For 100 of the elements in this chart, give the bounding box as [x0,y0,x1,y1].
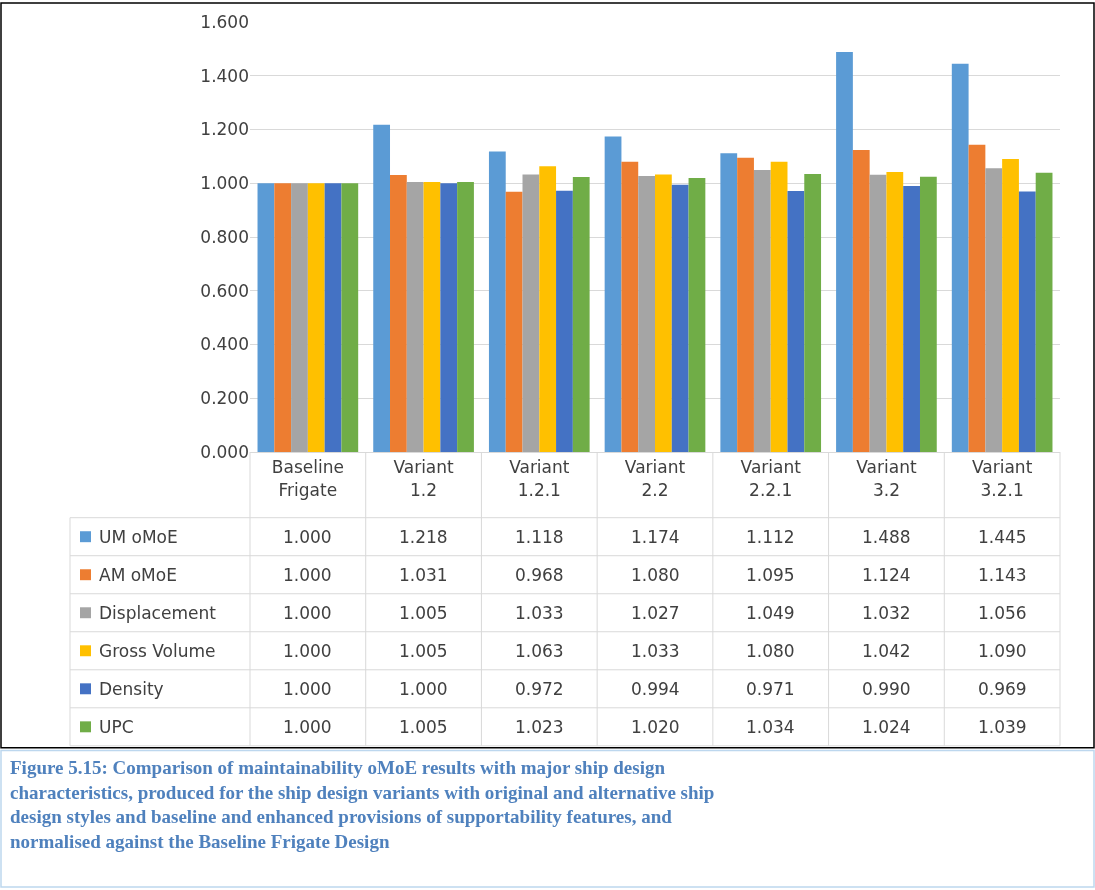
data-label: 1.005 [399,641,448,661]
bar [869,174,887,452]
bar [1035,172,1053,452]
data-label: 0.971 [746,679,795,699]
x-tick-label: Variant 2.2.1 [740,457,802,500]
data-label: 1.056 [978,603,1027,623]
data-label: 1.174 [631,527,680,547]
legend-label: AM oMoE [99,565,177,585]
legend-label: Density [99,679,164,699]
data-label: 1.000 [283,679,332,699]
data-label: 1.033 [631,641,680,661]
legend-label: UM oMoE [99,527,178,547]
y-tick-label: 0.000 [200,441,249,462]
bar [951,63,969,452]
bar [621,161,639,452]
bar [836,52,853,452]
bar [737,157,754,452]
data-label: 1.034 [746,717,795,737]
y-tick-label: 0.200 [200,388,249,409]
data-label: 1.095 [746,565,795,585]
data-label: 1.000 [283,565,332,585]
bar [655,174,672,452]
bar [968,144,986,452]
data-label: 1.488 [862,527,911,547]
bar [539,166,557,452]
x-tick-label: Variant 1.2.1 [509,457,570,500]
data-label: 0.990 [862,679,911,699]
data-label: 1.000 [283,527,332,547]
data-label: 1.218 [399,527,448,547]
y-tick-label: 0.400 [200,334,249,355]
data-label: 1.031 [399,565,448,585]
data-label: 0.969 [978,679,1027,699]
data-label: 1.080 [631,565,680,585]
bar [457,181,474,452]
bar [688,177,706,452]
bar [307,183,325,452]
bar [522,174,540,452]
legend-label: UPC [99,717,134,737]
y-tick-label: 1.400 [200,65,249,86]
bar [886,171,904,452]
bar [903,185,920,452]
bar [274,183,292,452]
data-label: 1.000 [399,679,448,699]
data-label: 1.039 [978,717,1027,737]
data-label: 1.027 [631,603,680,623]
data-label: 1.000 [283,603,332,623]
x-tick-label: Variant 3.2.1 [971,457,1033,500]
data-label: 1.000 [283,717,332,737]
bar [440,183,458,452]
y-tick-label: 0.800 [200,226,249,247]
legend-label: Gross Volume [99,641,216,661]
data-label: 1.049 [746,603,795,623]
data-label: 0.994 [631,679,680,699]
data-label: 1.090 [978,641,1027,661]
bar [1018,191,1036,452]
bar [556,190,573,452]
bar [390,174,407,452]
data-label: 1.143 [978,565,1027,585]
bar [671,184,689,452]
y-tick-label: 0.600 [200,280,249,301]
y-tick-label: 1.200 [200,119,249,140]
data-label: 1.042 [862,641,911,661]
caption: Figure 5.15: Comparison of maintainability oMoE results with major ship design characteristics, produced for the ship design variants with original and alternative ship design styles and baseline and enhanced provisions of supportability features, and normalised against the Baseline Frigate Design [10,757,715,853]
bar [324,183,342,452]
data-label: 1.005 [399,603,448,623]
bar [423,181,441,452]
bar [341,183,359,452]
legend-label: Displacement [99,603,217,623]
data-label: 1.005 [399,717,448,737]
bar [505,191,523,452]
bar [291,183,308,452]
data-label: 1.118 [515,527,564,547]
x-tick-label: Variant 2.2 [624,457,686,500]
data-label: 0.968 [515,565,564,585]
bar [572,177,590,452]
data-label: 1.112 [746,527,795,547]
bar [1002,159,1019,452]
x-tick-label: Baseline Frigate [271,457,344,500]
bar [604,136,622,452]
data-label: 1.020 [631,717,680,737]
bar [919,176,937,452]
data-label: 1.000 [283,641,332,661]
bar [985,168,1003,452]
bar [720,153,738,452]
y-tick-label: 1.000 [200,173,249,194]
bar [488,151,506,452]
data-label: 1.024 [862,717,911,737]
bar [770,161,788,452]
data-label: 1.080 [746,641,795,661]
x-tick-label: Variant 1.2 [393,457,455,500]
bar [406,181,424,452]
bar [753,170,771,452]
bar [638,175,655,452]
data-label: 1.032 [862,603,911,623]
bar [804,174,822,452]
bar [787,191,805,452]
bar [373,124,391,452]
data-label: 1.063 [515,641,564,661]
data-label: 1.124 [862,565,911,585]
y-tick-label: 1.600 [200,11,249,32]
